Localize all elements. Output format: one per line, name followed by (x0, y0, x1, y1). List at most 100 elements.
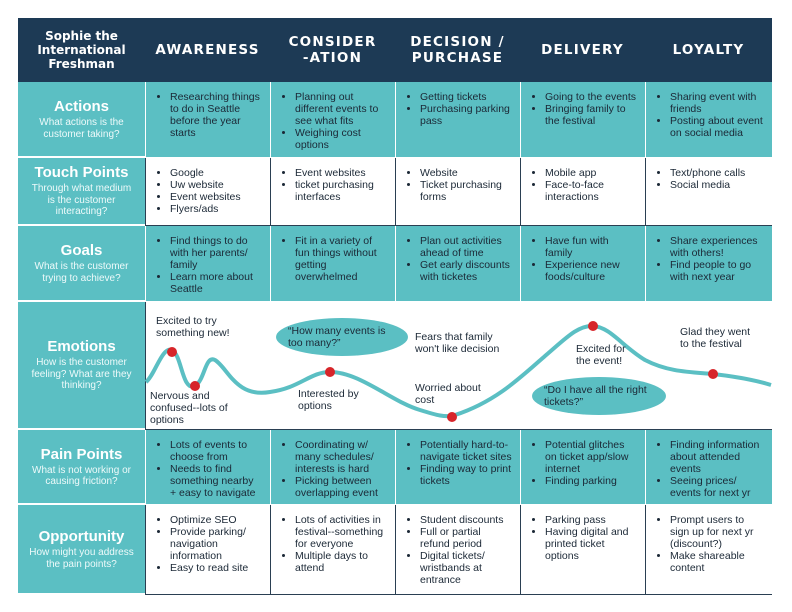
cell: Going to the eventsBringing family to th… (520, 82, 645, 158)
bullet-item: Text/phone calls (670, 167, 764, 179)
bullet-item: Finding information about attended event… (670, 439, 764, 475)
bullet-list: Find things to do with her parents/ fami… (158, 235, 262, 295)
row-subtitle: What is the customer trying to achieve? (34, 261, 129, 284)
row-title: Goals (60, 242, 103, 259)
bullet-item: Have fun with family (545, 235, 637, 259)
bullet-item: Event websites (170, 191, 262, 203)
cell: Text/phone callsSocial media (645, 158, 772, 226)
cell: Plan out activities ahead of timeGet ear… (395, 226, 520, 302)
bullet-item: Make shareable content (670, 550, 764, 574)
bullet-list: Finding information about attended event… (658, 439, 764, 499)
bullet-item: Bringing family to the festival (545, 103, 637, 127)
bullet-list: Have fun with familyExperience new foods… (533, 235, 637, 283)
bullet-item: Student discounts (420, 514, 512, 526)
bullet-item: Getting tickets (420, 91, 512, 103)
bullet-item: Experience new foods/culture (545, 259, 637, 283)
cell: Lots of events to choose fromNeeds to fi… (145, 430, 270, 505)
cell: Fit in a variety of fun things without g… (270, 226, 395, 302)
bullet-list: Going to the eventsBringing family to th… (533, 91, 637, 127)
bullet-item: Optimize SEO (170, 514, 262, 526)
bullet-item: Seeing prices/ events for next yr (670, 475, 764, 499)
bullet-item: Get early discounts with ticketes (420, 259, 512, 283)
bullet-item: Website (420, 167, 512, 179)
cell: Prompt users to sign up for next yr (dis… (645, 505, 772, 595)
bullet-item: Ticket purchasing forms (420, 179, 512, 203)
bullet-list: Mobile appFace-to-face interactions (533, 167, 637, 203)
cell: Sharing event with friendsPosting about … (645, 82, 772, 158)
bullet-list: Plan out activities ahead of timeGet ear… (408, 235, 512, 283)
bullet-item: Google (170, 167, 262, 179)
cell: Finding information about attended event… (645, 430, 772, 505)
row-header: Emotions How is the customer feeling? Wha… (18, 302, 145, 430)
thought-bubble: “Do I have all the right tickets?” (532, 377, 666, 415)
row-title: Opportunity (38, 528, 125, 545)
bullet-item: Weighing cost options (295, 127, 387, 151)
emotion-note: Glad they went to the festival (680, 326, 751, 350)
bullet-item: Mobile app (545, 167, 637, 179)
bullet-list: WebsiteTicket purchasing forms (408, 167, 512, 203)
stage-header: AWARENESS (145, 18, 270, 82)
stage-header: CONSIDER -ATION (270, 18, 395, 82)
bullet-item: Social media (670, 179, 764, 191)
bullet-list: Coordinating w/ many schedules/ interest… (283, 439, 387, 499)
cell: Event websitesticket purchasing interfac… (270, 158, 395, 226)
bullet-item: Plan out activities ahead of time (420, 235, 512, 259)
emotion-note: Interested by options (298, 388, 359, 412)
bullet-item: Finding parking (545, 475, 637, 487)
bullet-list: Fit in a variety of fun things without g… (283, 235, 387, 283)
cell: Optimize SEOProvide parking/ navigation … (145, 505, 270, 595)
row-subtitle: What is not working or causing friction? (32, 464, 131, 488)
stage-header: DECISION / PURCHASE (395, 18, 520, 82)
bullet-item: Going to the events (545, 91, 637, 103)
cell: WebsiteTicket purchasing forms (395, 158, 520, 226)
row-header: Touch Points Through what medium is the c… (18, 158, 145, 226)
row-subtitle: How might you address the pain points? (29, 547, 134, 570)
row-header: Actions What actions is the customer taki… (18, 82, 145, 158)
row-subtitle: What actions is the customer taking? (39, 117, 124, 140)
bullet-item: Provide parking/ navigation information (170, 526, 262, 562)
row-header: Opportunity How might you address the pai… (18, 505, 145, 595)
stage-header: LOYALTY (645, 18, 772, 82)
emotion-note: Fears that family won't like decision (415, 331, 500, 355)
bullet-item: Lots of events to choose from (170, 439, 262, 463)
row-subtitle: Through what medium is the customer inte… (31, 183, 132, 218)
bullet-item: Prompt users to sign up for next yr (dis… (670, 514, 764, 550)
emotion-note: Excited for the event! (576, 343, 626, 367)
bullet-list: Optimize SEOProvide parking/ navigation … (158, 514, 262, 574)
cell: Getting ticketsPurchasing parking pass (395, 82, 520, 158)
bullet-item: Potentially hard-to-navigate ticket site… (420, 439, 512, 463)
cell: Lots of activities in festival--somethin… (270, 505, 395, 595)
bullet-list: Student discountsFull or partial refund … (408, 514, 512, 586)
bullet-list: Prompt users to sign up for next yr (dis… (658, 514, 764, 574)
thought-bubble: “How many events is too many?” (276, 318, 408, 356)
bullet-list: Lots of events to choose fromNeeds to fi… (158, 439, 262, 499)
bullet-item: Potential glitches on ticket app/slow in… (545, 439, 637, 475)
cell: Find things to do with her parents/ fami… (145, 226, 270, 302)
row-title: Pain Points (40, 445, 123, 463)
cell: Parking passHaving digital and printed t… (520, 505, 645, 595)
bullet-list: Share experiences with others!Find peopl… (658, 235, 764, 283)
cell: Share experiences with others!Find peopl… (645, 226, 772, 302)
bullet-item: Learn more about Seattle (170, 271, 262, 295)
bullet-item: Full or partial refund period (420, 526, 512, 550)
bullet-item: Find things to do with her parents/ fami… (170, 235, 262, 271)
bullet-item: Lots of activities in festival--somethin… (295, 514, 387, 550)
bullet-item: Finding way to print tickets (420, 463, 512, 487)
cell: GoogleUw websiteEvent websitesFlyers/ads (145, 158, 270, 226)
row-header: Goals What is the customer trying to achi… (18, 226, 145, 302)
bullet-item: Share experiences with others! (670, 235, 764, 259)
bullet-item: Event websites (295, 167, 387, 179)
bullet-item: Planning out different events to see wha… (295, 91, 387, 127)
cell: Researching things to do in Seattle befo… (145, 82, 270, 158)
row-header: Pain Points What is not working or causin… (18, 430, 145, 505)
cell: Mobile appFace-to-face interactions (520, 158, 645, 226)
bullet-list: Researching things to do in Seattle befo… (158, 91, 262, 139)
bullet-item: Find people to go with next year (670, 259, 764, 283)
bullet-item: Posting about event on social media (670, 115, 764, 139)
bullet-list: GoogleUw websiteEvent websitesFlyers/ads (158, 167, 262, 215)
bullet-list: Getting ticketsPurchasing parking pass (408, 91, 512, 127)
cell: Potentially hard-to-navigate ticket site… (395, 430, 520, 505)
row-subtitle: How is the customer feeling? What are th… (31, 357, 132, 392)
cell: Planning out different events to see wha… (270, 82, 395, 158)
bullet-list: Lots of activities in festival--somethin… (283, 514, 387, 574)
